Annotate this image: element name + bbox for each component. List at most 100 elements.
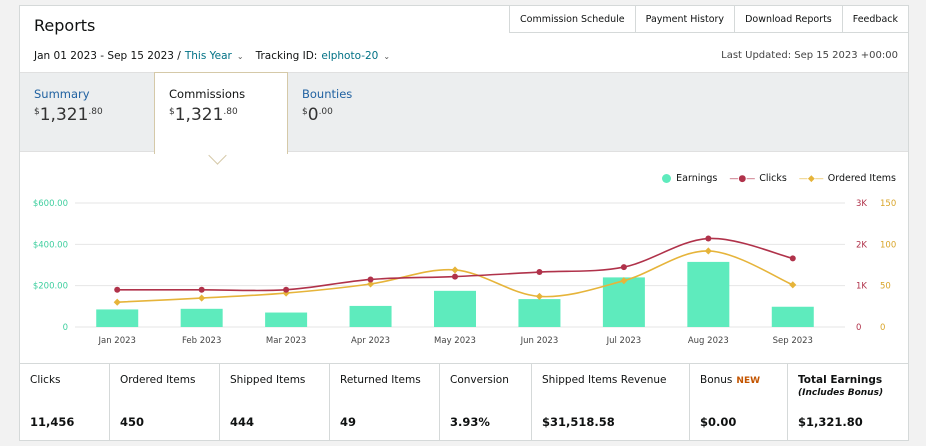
x-axis-tick: Feb 2023 xyxy=(182,336,221,346)
x-axis-tick: Jul 2023 xyxy=(606,336,642,346)
report-tabs: Summary $1,321.80 Commissions $1,321.80 … xyxy=(20,72,908,154)
chevron-down-icon[interactable]: ⌄ xyxy=(236,51,244,61)
stat-conversion: Conversion 3.93% xyxy=(440,364,532,441)
earnings-chart: Earnings —●— Clicks —◆— Ordered Items 0 $20… xyxy=(20,153,908,363)
x-axis-tick: Mar 2023 xyxy=(266,336,306,346)
ordered-items-point xyxy=(704,247,712,255)
x-axis-tick: Sep 2023 xyxy=(773,336,813,346)
ordered-items-point xyxy=(535,292,543,300)
top-nav: Commission Schedule Payment History Down… xyxy=(509,6,908,33)
stat-shipped-items-revenue: Shipped Items Revenue $31,518.58 xyxy=(532,364,690,441)
page-title: Reports xyxy=(34,16,96,35)
tab-amount: $1,321.80 xyxy=(169,105,238,125)
period-dropdown[interactable]: This Year xyxy=(184,50,232,62)
earnings-bar xyxy=(434,290,476,327)
legend-earnings[interactable]: Earnings xyxy=(662,173,717,184)
clicks-line-icon: —●— xyxy=(729,173,756,184)
x-axis-tick: Apr 2023 xyxy=(351,336,390,346)
stat-value: 49 xyxy=(340,415,357,429)
chevron-down-icon[interactable]: ⌄ xyxy=(383,51,391,61)
clicks-axis-tick: 2K xyxy=(856,240,867,250)
tracking-id-dropdown[interactable]: elphoto-20 xyxy=(321,50,379,62)
clicks-point xyxy=(620,264,627,271)
clicks-point xyxy=(114,286,121,293)
earnings-bar xyxy=(265,312,308,327)
ordered-items-point xyxy=(789,281,797,289)
reports-panel: Reports Commission Schedule Payment Hist… xyxy=(19,5,909,441)
ordered-items-point xyxy=(113,298,121,306)
stat-returned-items: Returned Items 49 xyxy=(330,364,440,441)
stat-label: Conversion xyxy=(450,374,509,386)
ordered-items-point xyxy=(198,294,206,302)
commission-schedule-button[interactable]: Commission Schedule xyxy=(520,13,625,25)
stat-shipped-items: Shipped Items 444 xyxy=(220,364,330,441)
clicks-point xyxy=(367,276,374,283)
tab-bounties[interactable]: Bounties $0.00 xyxy=(288,73,422,153)
download-reports-button[interactable]: Download Reports xyxy=(734,6,842,32)
date-range-label: Jan 01 2023 - Sep 15 2023 / xyxy=(34,50,181,62)
tracking-id-label: Tracking ID: xyxy=(255,50,318,62)
feedback-button[interactable]: Feedback xyxy=(841,6,908,32)
stat-value: 11,456 xyxy=(30,415,75,429)
stat-label: Shipped Items Revenue xyxy=(542,374,667,386)
stat-ordered-items: Ordered Items 450 xyxy=(110,364,220,441)
legend-clicks[interactable]: —●— Clicks xyxy=(729,173,787,184)
earnings-bar xyxy=(771,306,814,327)
clicks-axis-tick: 3K xyxy=(856,199,867,209)
filter-bar: Jan 01 2023 - Sep 15 2023 / This Year ⌄ … xyxy=(34,50,390,62)
chart-legend: Earnings —●— Clicks —◆— Ordered Items xyxy=(650,173,896,184)
earnings-bar xyxy=(96,309,139,327)
clicks-axis-tick: 1K xyxy=(856,282,867,292)
chart-svg: 0 $200.00 $400.00 $600.00 0 1K 2K 3K 0 50 100 150 Ja… xyxy=(33,199,896,346)
earnings-bar xyxy=(602,277,645,327)
earnings-bar xyxy=(349,305,392,327)
left-axis-tick: $200.00 xyxy=(33,282,68,292)
tab-commissions[interactable]: Commissions $1,321.80 xyxy=(154,72,288,154)
stat-label: Ordered Items xyxy=(120,374,196,386)
stat-label: Total Earnings (Includes Bonus) xyxy=(798,374,898,398)
stat-bonus: Bonus NEW $0.00 xyxy=(690,364,788,441)
payment-history-button[interactable]: Payment History xyxy=(634,6,734,32)
stat-label: Returned Items xyxy=(340,374,421,386)
left-axis-tick: $400.00 xyxy=(33,240,68,250)
left-axis-tick: 0 xyxy=(63,323,68,333)
stat-total-earnings: Total Earnings (Includes Bonus) $1,321.80 xyxy=(788,364,908,441)
stat-value: $0.00 xyxy=(700,415,737,429)
left-axis-tick: $600.00 xyxy=(33,199,68,209)
legend-ordered-items[interactable]: —◆— Ordered Items xyxy=(798,173,896,184)
earnings-dot-icon xyxy=(662,174,672,183)
stat-label: Shipped Items xyxy=(230,374,306,386)
tab-label: Bounties xyxy=(302,87,353,101)
ordered-axis-tick: 150 xyxy=(880,199,896,209)
tab-summary[interactable]: Summary $1,321.80 xyxy=(20,73,154,153)
clicks-point xyxy=(283,286,290,293)
stat-label: Clicks xyxy=(30,374,61,386)
clicks-point xyxy=(536,269,543,276)
x-axis-tick: Aug 2023 xyxy=(688,336,729,346)
stat-value: 450 xyxy=(120,415,145,429)
clicks-point xyxy=(198,286,205,293)
last-updated: Last Updated: Sep 15 2023 +00:00 xyxy=(721,50,898,61)
ordered-axis-tick: 100 xyxy=(880,240,896,250)
stat-value: $31,518.58 xyxy=(542,415,615,429)
new-badge: NEW xyxy=(736,376,761,386)
stat-value: 3.93% xyxy=(450,415,490,429)
stat-value: $1,321.80 xyxy=(798,415,863,429)
x-axis-tick: May 2023 xyxy=(434,336,476,346)
stat-value: 444 xyxy=(230,415,255,429)
clicks-point xyxy=(452,273,458,280)
ordered-axis-tick: 0 xyxy=(880,323,885,333)
x-axis-tick: Jun 2023 xyxy=(520,336,559,346)
earnings-bar xyxy=(180,308,223,327)
clicks-point xyxy=(789,255,796,262)
clicks-point xyxy=(705,235,712,242)
tab-amount: $0.00 xyxy=(302,105,333,125)
stat-clicks: Clicks 11,456 xyxy=(20,364,110,441)
clicks-axis-tick: 0 xyxy=(856,323,861,333)
stat-label: Bonus NEW xyxy=(700,374,761,386)
stat-sublabel: (Includes Bonus) xyxy=(798,388,884,398)
stats-row: Clicks 11,456 Ordered Items 450 Shipped Item… xyxy=(20,363,908,441)
ordered-items-point xyxy=(451,266,459,274)
ordered-items-point xyxy=(620,277,628,285)
tab-amount: $1,321.80 xyxy=(34,105,103,125)
